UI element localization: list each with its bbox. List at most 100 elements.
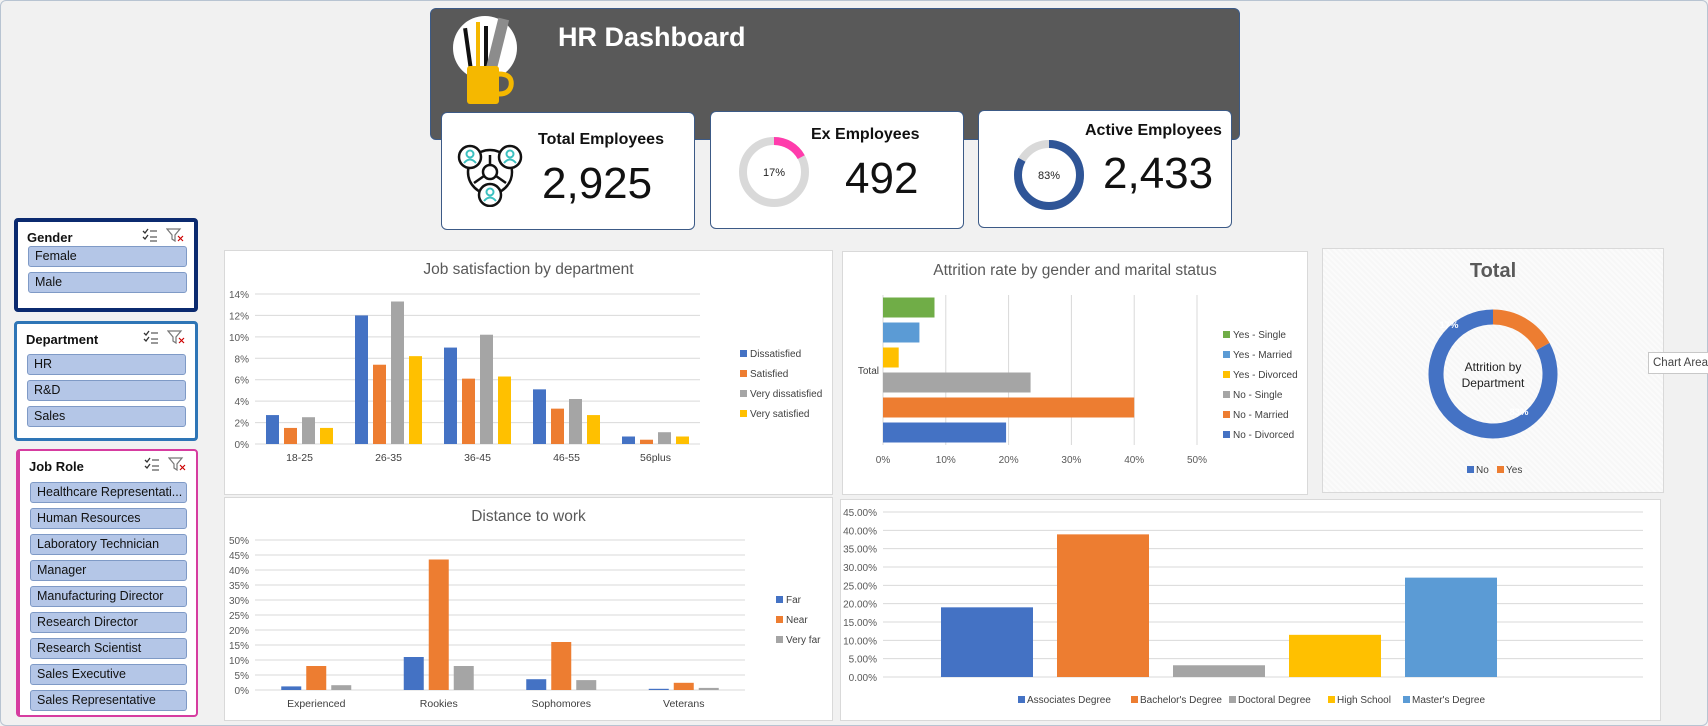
multi-select-icon[interactable] [143,330,159,344]
legend-swatch [1018,696,1025,703]
chart-area-tooltip: Chart Area [1648,352,1708,374]
bar [355,315,368,444]
bar [428,559,449,690]
legend-swatch [1497,466,1504,473]
slicer-item[interactable]: Sales Executive [30,664,187,685]
y-tick-label: 4% [235,397,250,408]
legend-swatch [1467,466,1474,473]
legend-label: Bachelor's Degree [1140,695,1222,706]
clear-filter-icon[interactable] [168,457,186,471]
legend-label: Master's Degree [1412,695,1485,706]
legend-swatch [740,410,747,417]
y-tick-label: 35% [229,581,249,592]
slicer-item[interactable]: R&D [27,380,186,401]
slicer-item[interactable]: Healthcare Representati... [30,482,187,503]
multi-select-icon[interactable] [142,228,158,242]
legend-label: Near [786,615,808,626]
legend-label: Very far [786,635,821,646]
ring-fill [1014,140,1084,210]
bar [648,688,669,690]
y-tick-label: 40.00% [843,526,877,537]
slicer-item[interactable]: Human Resources [30,508,187,529]
y-tick-label: 10% [229,333,249,344]
bar [576,680,597,690]
legend-label: No [1476,465,1489,476]
clear-filter-icon[interactable] [167,330,185,344]
bar [883,297,935,318]
legend-swatch [1223,331,1230,338]
chart-title: Attrition rate by gender and marital sta… [933,262,1217,279]
bar [281,686,302,690]
pencil-cup-icon [453,16,517,104]
legend-swatch [740,350,747,357]
chart-job-satisfaction[interactable]: Job satisfaction by department 0% 2% 4% 6% 8… [224,250,833,495]
slicer-item[interactable]: Research Scientist [30,638,187,659]
y-tick-label: 0.00% [849,673,877,684]
y-tick-label: 12% [229,311,249,322]
multi-select-icon[interactable] [144,457,160,471]
y-tick-label: 15% [229,641,249,652]
bar [551,642,572,690]
chart-title: Distance to work [471,508,586,525]
y-tick-label: 30% [229,596,249,607]
bar [526,679,547,690]
y-tick-label: 35.00% [843,545,877,556]
legend-label: Far [786,595,802,606]
legend-swatch [1223,351,1230,358]
legend-swatch [740,390,747,397]
slicer-item[interactable]: Laboratory Technician [30,534,187,555]
bar [1289,634,1381,677]
slicer-item[interactable]: HR [27,354,186,375]
bar [569,399,582,444]
slicer-item[interactable]: Manufacturing Director [30,586,187,607]
legend-swatch [1131,696,1138,703]
bar [673,682,694,690]
bar [587,415,600,444]
kpi-ex-employees: 17% Ex Employees 492 [710,111,964,229]
bar [676,436,689,444]
bar [331,685,352,690]
slicer-gender-title: Gender [27,230,73,245]
chart-distance[interactable]: Distance to work 0% 5% 10% 15% 20% 25% 30% 35% 4… [224,497,833,721]
chart-attrition[interactable]: Attrition rate by gender and marital sta… [842,251,1308,495]
bar [284,427,297,444]
y-tick-label: 25.00% [843,581,877,592]
bar [941,607,1033,677]
slicer-item[interactable]: Female [28,246,187,267]
x-tick-label: 0% [876,455,891,466]
bar [266,415,279,444]
legend-label: Very satisfied [750,409,809,420]
ring-percent-label: 83% [1038,170,1060,182]
legend-swatch [776,636,783,643]
slicer-item[interactable]: Research Director [30,612,187,633]
bar [498,376,511,444]
chart-education[interactable]: 0.00% 5.00% 10.00% 15.00% 20.00% 25.00% 30.00%… [840,499,1661,721]
bar [883,372,1031,393]
slicer-department: Department HR R&D Sales [14,321,198,441]
bar [533,389,546,444]
chart-department-donut[interactable]: Total 83% 17% Attrition by Department No Yes [1322,248,1664,493]
slicer-item[interactable]: Male [28,272,187,293]
kpi-ex-value: 492 [845,154,919,203]
bar [373,364,386,444]
bar [306,666,327,690]
slicer-item[interactable]: Manager [30,560,187,581]
y-tick-label: 0% [235,440,250,451]
x-tick-label: Experienced [287,698,346,710]
y-tick-label: 6% [235,376,250,387]
y-tick-label: 8% [235,354,250,365]
bar [551,408,564,444]
x-tick-label: 26-35 [375,452,402,464]
bar [883,422,1007,443]
slicer-item[interactable]: Sales Representative [30,690,187,711]
y-tick-label: 14% [229,290,249,301]
slicer-gender: Gender Female Male [14,218,198,312]
clear-filter-icon[interactable] [166,228,184,242]
x-tick-label: 56plus [640,452,671,464]
dashboard-title: HR Dashboard [558,22,746,52]
y-category-label: Total [858,366,879,377]
bar [409,356,422,444]
slicer-item[interactable]: Sales [27,406,186,427]
ring-percent-label: 17% [763,167,785,179]
legend-label: Associates Degree [1027,695,1111,706]
